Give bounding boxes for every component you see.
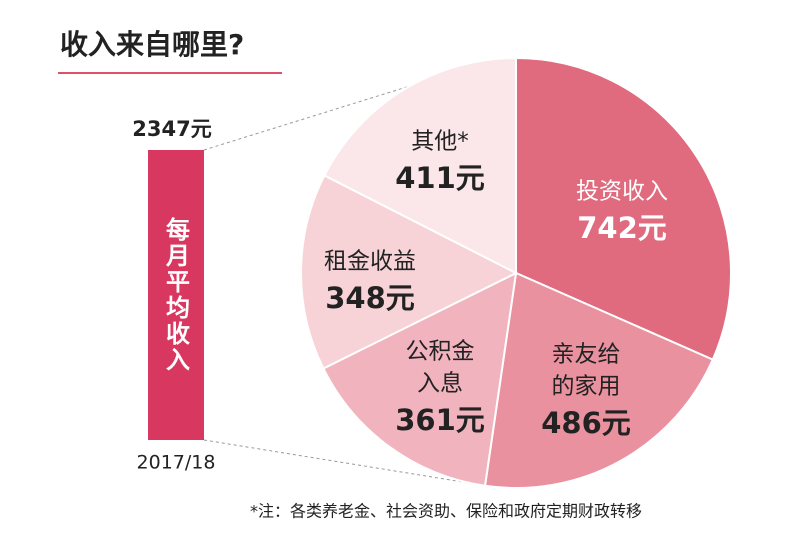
value-label: 742元 — [577, 211, 667, 245]
connector — [203, 439, 501, 489]
pie-slice — [300, 174, 519, 370]
slice-label: 入息 — [417, 371, 463, 397]
pie-slice — [483, 271, 715, 489]
value-label: 411元 — [395, 161, 485, 195]
chart-title: 收入来自哪里? — [60, 28, 244, 61]
value-label: 348元 — [325, 281, 415, 315]
pie-slice — [515, 56, 732, 361]
period-label: 2017/18 — [137, 452, 216, 474]
pie-slice — [322, 271, 518, 487]
total-label: 2347元 — [132, 117, 211, 141]
slice-label: 投资收入 — [576, 179, 668, 205]
footnote: *注：各类养老金、社会资助、保险和政府定期财政转移 — [250, 502, 642, 521]
slice-label: 其他* — [411, 129, 469, 155]
value-label: 486元 — [541, 406, 631, 440]
value-label: 361元 — [395, 403, 485, 437]
pie-slice — [323, 56, 517, 275]
slice-label: 亲友给 — [552, 342, 621, 368]
total-bar — [148, 150, 204, 440]
slice-label: 公积金 — [406, 339, 475, 365]
slice-label: 的家用 — [552, 374, 621, 400]
bar-label: 每月平均收入 — [161, 217, 190, 373]
slice-label: 租金收益 — [324, 249, 416, 275]
